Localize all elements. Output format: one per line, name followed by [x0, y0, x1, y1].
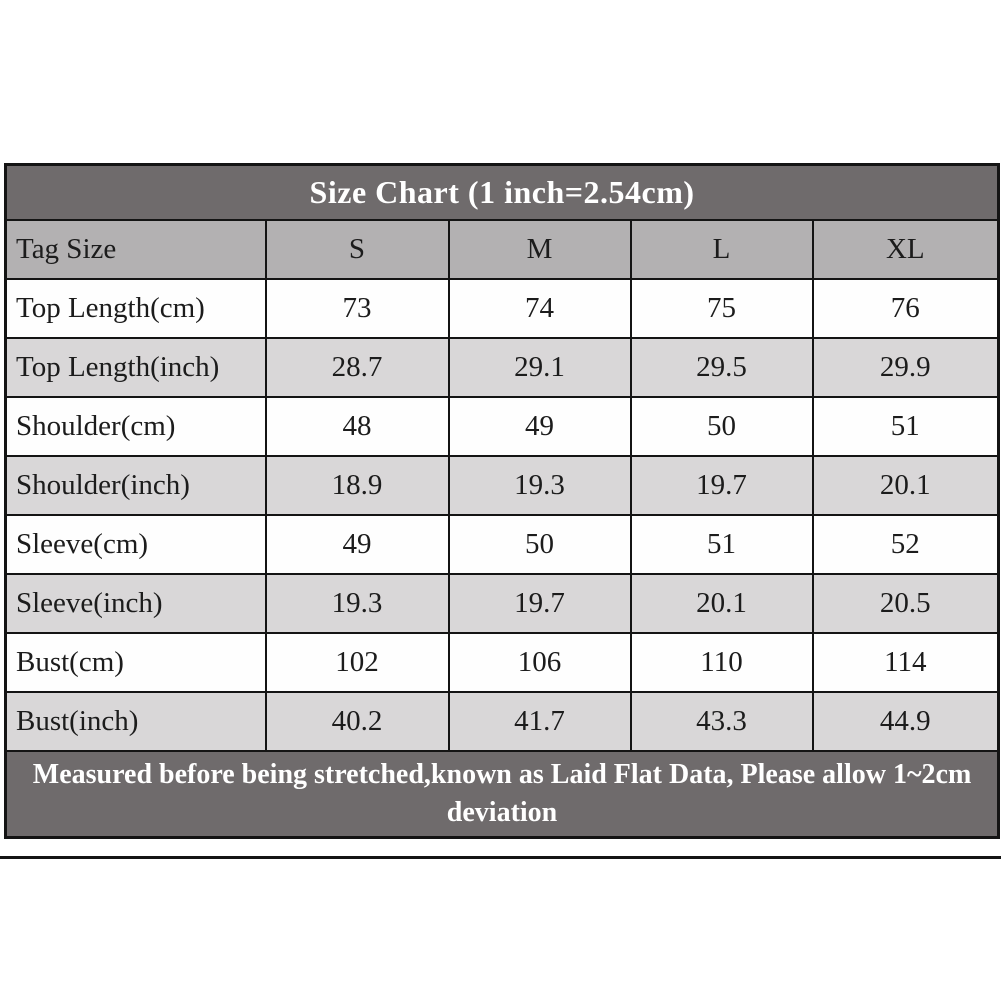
row-value: 50 — [629, 396, 814, 457]
row-label: Bust(inch) — [4, 691, 267, 752]
row-value: 29.5 — [629, 337, 814, 398]
row-value: 43.3 — [629, 691, 814, 752]
row-value: 50 — [447, 514, 632, 575]
row-value: 20.1 — [811, 455, 1000, 516]
row-value: 20.5 — [811, 573, 1000, 634]
row-label: Top Length(cm) — [4, 278, 267, 339]
row-value: 75 — [629, 278, 814, 339]
row-value: 29.1 — [447, 337, 632, 398]
size-chart-table: Size Chart (1 inch=2.54cm) Tag Size S M L XL T… — [4, 163, 1001, 839]
table-title: Size Chart (1 inch=2.54cm) — [4, 163, 1000, 221]
row-value: 51 — [629, 514, 814, 575]
header-row: Tag Size S M L XL — [4, 219, 1000, 280]
row-value: 19.3 — [264, 573, 450, 634]
row-label: Bust(cm) — [4, 632, 267, 693]
row-value: 29.9 — [811, 337, 1000, 398]
row-value: 102 — [264, 632, 450, 693]
row-value: 52 — [811, 514, 1000, 575]
row-value: 19.3 — [447, 455, 632, 516]
row-value: 40.2 — [264, 691, 450, 752]
header-tag-size-label: Tag Size — [4, 219, 267, 280]
header-size-s: S — [264, 219, 450, 280]
row-label: Shoulder(inch) — [4, 455, 267, 516]
footer-row: Measured before being stretched,known as… — [4, 750, 1000, 839]
row-value: 18.9 — [264, 455, 450, 516]
header-size-l: L — [629, 219, 814, 280]
row-value: 20.1 — [629, 573, 814, 634]
row-value: 44.9 — [811, 691, 1000, 752]
footer-note: Measured before being stretched,known as… — [4, 750, 1000, 839]
bottom-divider-line — [0, 856, 1001, 859]
header-size-m: M — [447, 219, 632, 280]
row-value: 49 — [264, 514, 450, 575]
row-label: Top Length(inch) — [4, 337, 267, 398]
data-row: Sleeve(inch) 19.3 19.7 20.1 20.5 — [4, 573, 1000, 634]
row-value: 19.7 — [447, 573, 632, 634]
row-value: 114 — [811, 632, 1000, 693]
row-label: Sleeve(inch) — [4, 573, 267, 634]
data-row: Bust(inch) 40.2 41.7 43.3 44.9 — [4, 691, 1000, 752]
row-value: 51 — [811, 396, 1000, 457]
row-label: Sleeve(cm) — [4, 514, 267, 575]
data-row: Top Length(cm) 73 74 75 76 — [4, 278, 1000, 339]
title-row: Size Chart (1 inch=2.54cm) — [4, 163, 1000, 221]
header-size-xl: XL — [811, 219, 1000, 280]
row-value: 110 — [629, 632, 814, 693]
data-row: Shoulder(inch) 18.9 19.3 19.7 20.1 — [4, 455, 1000, 516]
data-row: Shoulder(cm) 48 49 50 51 — [4, 396, 1000, 457]
row-value: 48 — [264, 396, 450, 457]
row-value: 41.7 — [447, 691, 632, 752]
row-label: Shoulder(cm) — [4, 396, 267, 457]
data-row: Sleeve(cm) 49 50 51 52 — [4, 514, 1000, 575]
row-value: 73 — [264, 278, 450, 339]
row-value: 28.7 — [264, 337, 450, 398]
row-value: 74 — [447, 278, 632, 339]
row-value: 19.7 — [629, 455, 814, 516]
row-value: 49 — [447, 396, 632, 457]
data-row: Bust(cm) 102 106 110 114 — [4, 632, 1000, 693]
data-row: Top Length(inch) 28.7 29.1 29.5 29.9 — [4, 337, 1000, 398]
row-value: 76 — [811, 278, 1000, 339]
row-value: 106 — [447, 632, 632, 693]
